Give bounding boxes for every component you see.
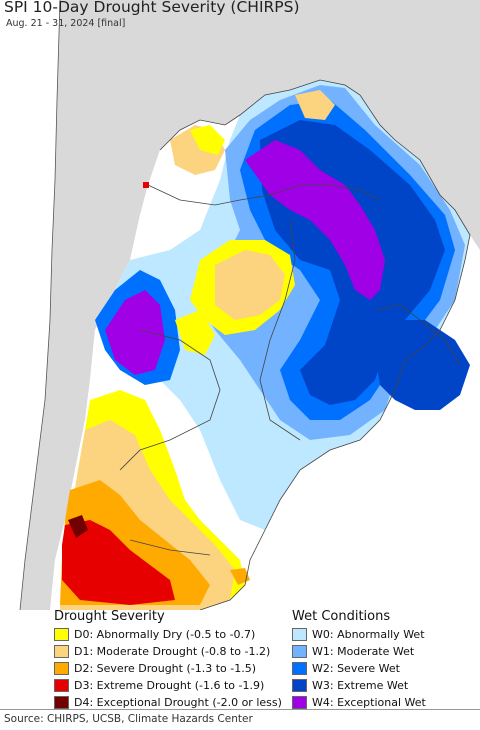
legend-label-d1: D1: Moderate Drought (-0.8 to -1.2)	[74, 644, 271, 658]
swatch-d0	[54, 627, 69, 641]
swatch-w1	[292, 644, 307, 658]
map-subtitle: Aug. 21 - 31, 2024 [final]	[6, 18, 126, 29]
wet-legend-heading: Wet Conditions	[292, 609, 391, 624]
legend-item-w2: W2: Severe Wet	[292, 661, 400, 675]
legend-label-d4: D4: Exceptional Drought (-2.0 or less)	[74, 695, 282, 709]
legend-item-w1: W1: Moderate Wet	[292, 644, 414, 658]
swatch-w4	[292, 695, 307, 709]
legend-label-w0: W0: Abnormally Wet	[312, 627, 425, 641]
map-title: SPI 10-Day Drought Severity (CHIRPS)	[4, 0, 300, 16]
legend-item-w4: W4: Exceptional Wet	[292, 695, 426, 709]
legend-label-w4: W4: Exceptional Wet	[312, 695, 426, 709]
legend-item-d4: D4: Exceptional Drought (-2.0 or less)	[54, 695, 282, 709]
legend-item-w3: W3: Extreme Wet	[292, 678, 408, 692]
source-credit: Source: CHIRPS, UCSB, Climate Hazards Ce…	[4, 713, 253, 725]
legend-label-w1: W1: Moderate Wet	[312, 644, 415, 658]
legend-label-d2: D2: Severe Drought (-1.3 to -1.5)	[74, 661, 257, 675]
legend-label-d3: D3: Extreme Drought (-1.6 to -1.9)	[74, 678, 265, 692]
drought-map	[19, 0, 480, 610]
legend-item-d0: D0: Abnormally Dry (-0.5 to -0.7)	[54, 627, 255, 641]
legend-item-w0: W0: Abnormally Wet	[292, 627, 425, 641]
legend-label-d0: D0: Abnormally Dry (-0.5 to -0.7)	[74, 627, 256, 641]
legend-label-w2: W2: Severe Wet	[312, 661, 400, 675]
outside-region-land	[20, 0, 480, 610]
swatch-w0	[292, 627, 307, 641]
swatch-d3	[54, 678, 69, 692]
legend-item-d2: D2: Severe Drought (-1.3 to -1.5)	[54, 661, 256, 675]
legend-item-d3: D3: Extreme Drought (-1.6 to -1.9)	[54, 678, 264, 692]
footer-divider	[0, 709, 480, 710]
legend-label-w3: W3: Extreme Wet	[312, 678, 409, 692]
drought-legend-heading: Drought Severity	[54, 609, 165, 624]
swatch-w3	[292, 678, 307, 692]
swatch-d4	[54, 695, 69, 709]
swatch-d2	[54, 661, 69, 675]
legend-item-d1: D1: Moderate Drought (-0.8 to -1.2)	[54, 644, 270, 658]
swatch-d1	[54, 644, 69, 658]
swatch-w2	[292, 661, 307, 675]
